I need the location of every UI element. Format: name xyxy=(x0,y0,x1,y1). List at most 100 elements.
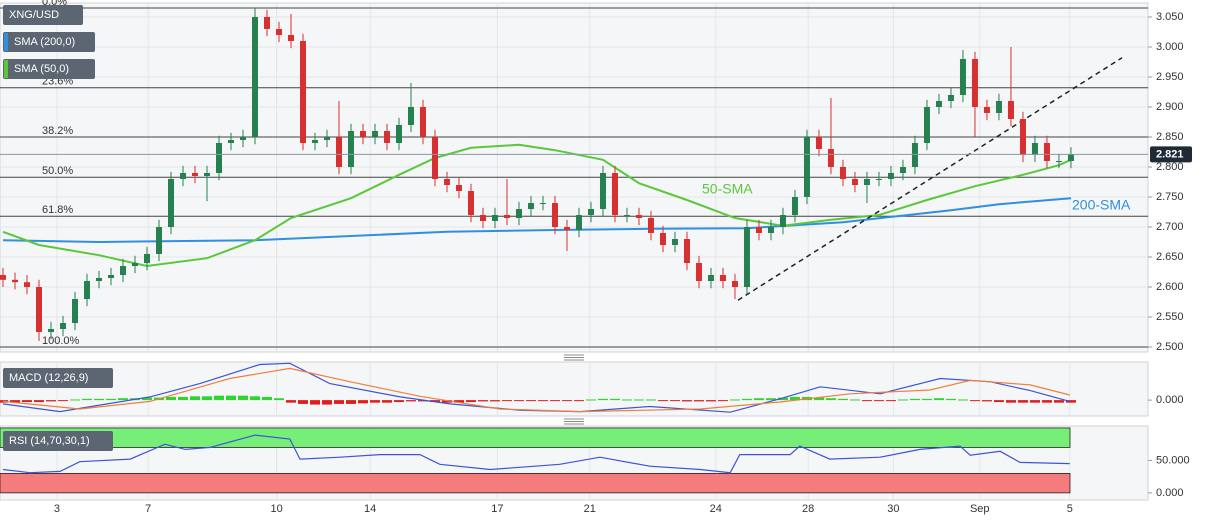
candle-body xyxy=(911,142,918,167)
candle-body xyxy=(131,263,138,267)
candle-body xyxy=(35,287,42,333)
candle-body xyxy=(23,282,30,288)
macd-histogram-bar xyxy=(81,398,92,401)
macd-histogram-bar xyxy=(9,400,20,403)
macd-histogram-bar xyxy=(285,400,296,403)
candle-body xyxy=(239,136,246,140)
macd-histogram-bar xyxy=(105,398,116,401)
candle-body xyxy=(467,191,474,216)
macd-histogram-bar xyxy=(1029,400,1040,403)
macd-histogram-bar xyxy=(1065,400,1076,403)
macd-histogram-bar xyxy=(621,399,632,401)
y-tick-label: 2.900 xyxy=(1156,101,1184,113)
candle-body xyxy=(215,142,222,173)
macd-histogram-bar xyxy=(921,398,932,401)
price-tag-label: 2.821 xyxy=(1156,148,1184,160)
macd-histogram-bar xyxy=(585,399,596,401)
candle-body xyxy=(563,227,570,231)
candle-body xyxy=(227,139,234,143)
candle-body xyxy=(587,209,594,216)
macd-histogram-bar xyxy=(849,399,860,401)
x-tick-label: 21 xyxy=(584,503,596,515)
macd-histogram-bar xyxy=(1053,400,1064,403)
candle-body xyxy=(59,323,66,330)
macd-histogram-bar xyxy=(177,396,188,401)
candle-body xyxy=(419,106,426,137)
candle-body xyxy=(335,136,342,167)
candle-body xyxy=(815,136,822,149)
candle-body xyxy=(683,239,690,264)
candle-body xyxy=(599,172,606,210)
candle-body xyxy=(1055,160,1062,162)
macd-histogram-bar xyxy=(561,400,572,402)
x-tick-label: 7 xyxy=(145,503,151,515)
label-text: RSI (14,70,30,1) xyxy=(9,435,90,447)
candle-body xyxy=(1031,142,1038,155)
candle-body xyxy=(551,203,558,228)
macd-histogram-bar xyxy=(513,400,524,402)
candle-body xyxy=(371,130,378,137)
x-tick-label: 14 xyxy=(364,503,376,515)
macd-histogram-bar xyxy=(945,398,956,401)
rsi-band xyxy=(0,472,1071,494)
x-tick-label: 10 xyxy=(270,503,282,515)
candle-body xyxy=(995,100,1002,113)
macd-histogram-bar xyxy=(633,399,644,401)
macd-histogram-bar xyxy=(765,398,776,401)
macd-histogram-bar xyxy=(189,396,200,401)
candle-body xyxy=(839,166,846,180)
macd-histogram-bar xyxy=(813,397,824,401)
candle-body xyxy=(695,263,702,282)
macd-histogram-bar xyxy=(273,398,284,401)
signal-line xyxy=(2,367,1070,413)
candle-body xyxy=(515,209,522,219)
candle-body xyxy=(731,281,738,288)
macd-panel xyxy=(0,361,1149,417)
macd-histogram-bar xyxy=(237,395,248,401)
macd-histogram-bar xyxy=(369,400,380,403)
series-annotation: 200-SMA xyxy=(1072,197,1131,213)
candle-body xyxy=(359,130,366,137)
fib-label: 100.0% xyxy=(42,335,80,347)
candle-body xyxy=(287,34,294,41)
candle-body xyxy=(251,16,258,137)
candle-body xyxy=(875,179,882,181)
y-tick-label: 0.000 xyxy=(1156,487,1184,499)
y-tick-label: 2.850 xyxy=(1156,131,1184,143)
macd-histogram-bar xyxy=(405,400,416,402)
candle-body xyxy=(803,136,810,198)
candle-body xyxy=(275,28,282,35)
candle-body xyxy=(671,239,678,246)
candle-body xyxy=(0,275,6,280)
y-tick-label: 2.750 xyxy=(1156,191,1184,203)
macd-histogram-bar xyxy=(861,400,872,402)
y-tick-label: 3.050 xyxy=(1156,11,1184,23)
x-tick-label: 17 xyxy=(491,503,503,515)
candle-body xyxy=(635,215,642,219)
candle-body xyxy=(719,275,726,282)
candle-body xyxy=(527,203,534,210)
macd-histogram-bar xyxy=(429,400,440,403)
candle-body xyxy=(743,227,750,288)
candle-body xyxy=(143,254,150,264)
candle-body xyxy=(779,215,786,228)
candle-body xyxy=(323,136,330,140)
macd-histogram-bar xyxy=(501,400,512,402)
trend-line xyxy=(737,57,1123,301)
x-tick-label: 5 xyxy=(1067,503,1073,515)
candle-body xyxy=(491,215,498,222)
macd-histogram-bar xyxy=(693,400,704,402)
candle-body xyxy=(971,58,978,107)
fib-label: 50.0% xyxy=(42,165,73,177)
candle-body xyxy=(959,58,966,95)
label-box xyxy=(3,59,95,79)
candle-body xyxy=(455,185,462,192)
label-box xyxy=(3,32,95,52)
macd-histogram-bar xyxy=(645,399,656,401)
candle-body xyxy=(119,266,126,276)
y-tick-label: 2.600 xyxy=(1156,281,1184,293)
candle-body xyxy=(623,215,630,217)
candle-body xyxy=(347,130,354,167)
candle-body xyxy=(827,148,834,167)
candle-body xyxy=(299,40,306,143)
